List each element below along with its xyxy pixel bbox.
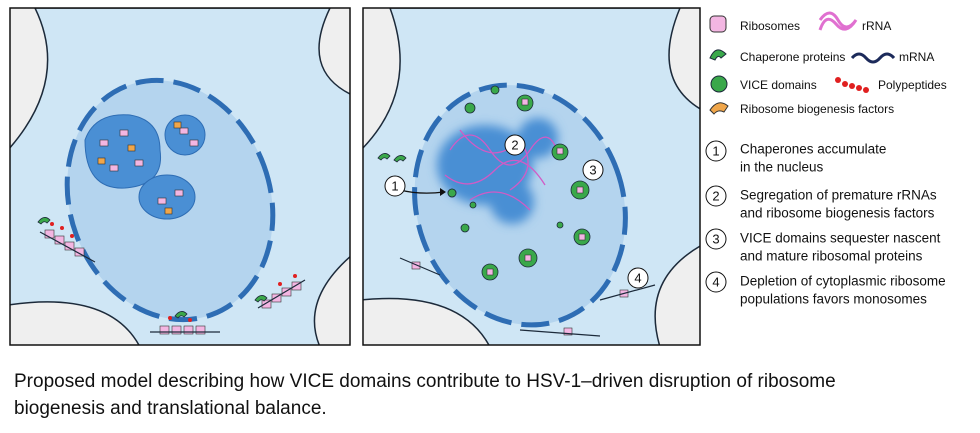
left-panel xyxy=(9,7,351,346)
step-number: 1 xyxy=(712,143,719,158)
legend-label: Polypeptides xyxy=(878,78,947,92)
step-text: populations favors monosomes xyxy=(740,292,927,307)
legend-label: VICE domains xyxy=(740,78,817,92)
step-text: and ribosome biogenesis factors xyxy=(740,206,935,221)
step-text: Depletion of cytoplasmic ribosome xyxy=(740,274,946,289)
marker: 1 xyxy=(391,178,398,193)
step-text: VICE domains sequester nascent xyxy=(740,231,941,246)
step-text: in the nucleus xyxy=(740,160,824,175)
marker: 4 xyxy=(634,270,641,285)
step-text: Chaperones accumulate xyxy=(740,142,886,157)
marker: 3 xyxy=(589,162,596,177)
legend-label: Ribosomes xyxy=(740,19,800,33)
step-text: Segregation of premature rRNAs xyxy=(740,188,937,203)
legend-label: mRNA xyxy=(899,50,934,64)
right-panel: 1 2 3 4 xyxy=(362,7,701,346)
caption: biogenesis and translational balance. xyxy=(14,398,327,419)
step-number: 3 xyxy=(712,231,719,246)
step-number: 2 xyxy=(712,188,719,203)
legend-label: Chaperone proteins xyxy=(740,50,845,64)
step-number: 4 xyxy=(712,274,719,289)
legend-label: rRNA xyxy=(862,19,891,33)
step-text: and mature ribosomal proteins xyxy=(740,249,923,264)
legend: Ribosomes rRNA Chaperone proteins mRNA V… xyxy=(709,11,947,116)
panel-markers: 1 2 3 4 xyxy=(384,134,649,289)
marker: 2 xyxy=(511,137,518,152)
legend-label: Ribosome biogenesis factors xyxy=(740,102,894,116)
caption: Proposed model describing how VICE domai… xyxy=(14,371,836,392)
steps: 1 Chaperones accumulate in the nucleus 2… xyxy=(705,140,946,307)
